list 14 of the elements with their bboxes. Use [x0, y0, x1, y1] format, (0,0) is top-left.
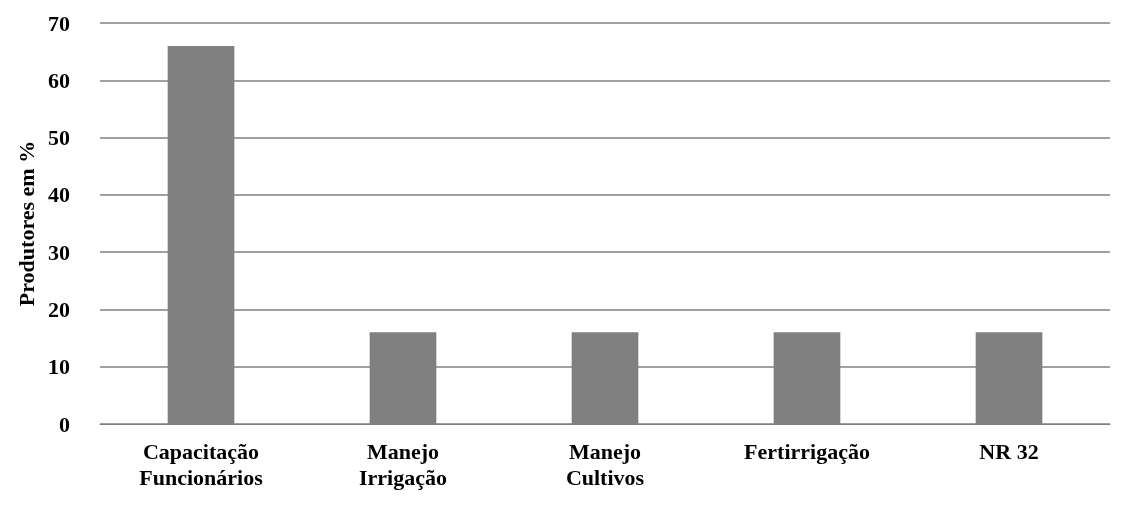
y-tick-label: 0	[59, 411, 70, 437]
y-tick-label: 70	[48, 10, 70, 36]
y-tick-label: 30	[48, 239, 70, 265]
y-axis-title: Produtores em %	[13, 140, 39, 307]
y-tick-label: 10	[48, 354, 70, 380]
y-tick-label: 40	[48, 182, 70, 208]
y-tick-label: 60	[48, 67, 70, 93]
x-tick-label: Capacitação Funcionários	[139, 438, 264, 490]
x-tick-label: Manejo Cultivos	[565, 438, 645, 490]
y-tick-label: 50	[48, 125, 70, 151]
y-tick-label: 20	[48, 296, 70, 322]
x-tick-label: Fertirrigação	[744, 438, 870, 464]
x-tick-label: NR 32	[979, 438, 1039, 464]
x-tick-label: Manejo Irrigação	[359, 438, 447, 490]
